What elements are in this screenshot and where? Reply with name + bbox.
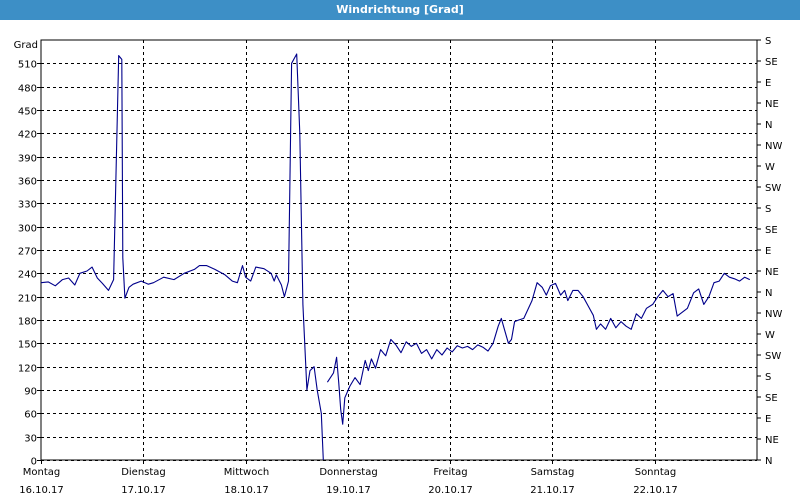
- right-tick-label: N: [765, 120, 772, 131]
- right-tick-label: S: [765, 372, 771, 383]
- y-tick-label: 0: [31, 457, 37, 468]
- y-tick-label: 30: [24, 434, 37, 445]
- y-tick-label: 240: [18, 270, 37, 281]
- y-tick-label: 210: [18, 294, 37, 305]
- right-tick-label: E: [765, 414, 771, 425]
- y-tick-label: 90: [24, 387, 37, 398]
- wind-direction-chart: Grad 0 30 60 90 120 150 180 210 240 270 300 330 360 3…: [14, 36, 783, 496]
- x-tick-day-label: Samstag: [531, 467, 575, 478]
- right-tick-label: E: [765, 78, 771, 89]
- x-tick-date-label: 18.10.17: [224, 485, 269, 496]
- right-tick-label: NW: [765, 309, 782, 320]
- right-tick-label: S: [765, 36, 771, 47]
- right-tick-label: N: [765, 288, 772, 299]
- x-tick-day-label: Montag: [23, 467, 60, 478]
- right-tick-label: NE: [765, 435, 779, 446]
- y-tick-label: 450: [18, 107, 37, 118]
- x-tick-date-label: 19.10.17: [326, 485, 371, 496]
- y-tick-label: 360: [18, 177, 37, 188]
- x-tick-day-label: Sonntag: [635, 467, 677, 478]
- y-tick-label: 150: [18, 340, 37, 351]
- right-tick-label: SW: [765, 351, 781, 362]
- x-tick-date-label: 17.10.17: [121, 485, 166, 496]
- right-tick-label: S: [765, 204, 771, 215]
- right-tick-label: W: [765, 330, 775, 341]
- right-tick-label: SE: [765, 225, 778, 236]
- series-line: [326, 272, 751, 425]
- right-tick-label: NE: [765, 267, 779, 278]
- right-axis-ticks: N NE E SE S SW W NW N NE E SE S SW W NW N NE E SE S: [757, 36, 782, 467]
- y-tick-label: 180: [18, 317, 37, 328]
- right-tick-label: E: [765, 246, 771, 257]
- y-tick-label: 120: [18, 364, 37, 375]
- x-tick-date-label: 20.10.17: [428, 485, 473, 496]
- x-tick-day-label: Dienstag: [121, 467, 166, 478]
- y-axis-label: Grad: [14, 40, 38, 51]
- series-line: [40, 53, 324, 461]
- right-tick-label: SE: [765, 393, 778, 404]
- y-tick-label: 270: [18, 247, 37, 258]
- y-tick-label: 330: [18, 200, 37, 211]
- x-tick-day-label: Donnerstag: [319, 467, 377, 478]
- y-axis-ticks: 0 30 60 90 120 150 180 210 240 270 300 330 360 390 420…: [18, 60, 41, 468]
- x-tick-date-label: 21.10.17: [530, 485, 575, 496]
- x-axis-ticks: Montag 16.10.17 Dienstag 17.10.17 Mittwoch 18…: [19, 460, 678, 496]
- x-tick-day-label: Mittwoch: [224, 467, 269, 478]
- right-tick-label: W: [765, 162, 775, 173]
- y-tick-label: 300: [18, 224, 37, 235]
- right-tick-label: NW: [765, 141, 782, 152]
- chart-title: Windrichtung [Grad]: [0, 0, 800, 20]
- data-series: [40, 53, 751, 461]
- right-tick-label: SW: [765, 183, 781, 194]
- y-tick-label: 390: [18, 154, 37, 165]
- right-tick-label: NE: [765, 99, 779, 110]
- y-tick-label: 510: [18, 60, 37, 71]
- y-tick-label: 420: [18, 130, 37, 141]
- y-tick-label: 60: [24, 410, 37, 421]
- right-tick-label: SE: [765, 57, 778, 68]
- x-tick-date-label: 16.10.17: [19, 485, 64, 496]
- x-tick-date-label: 22.10.17: [633, 485, 678, 496]
- x-tick-day-label: Freitag: [433, 467, 467, 478]
- grid-lines: [41, 40, 757, 461]
- y-tick-label: 480: [18, 84, 37, 95]
- right-tick-label: N: [765, 456, 772, 467]
